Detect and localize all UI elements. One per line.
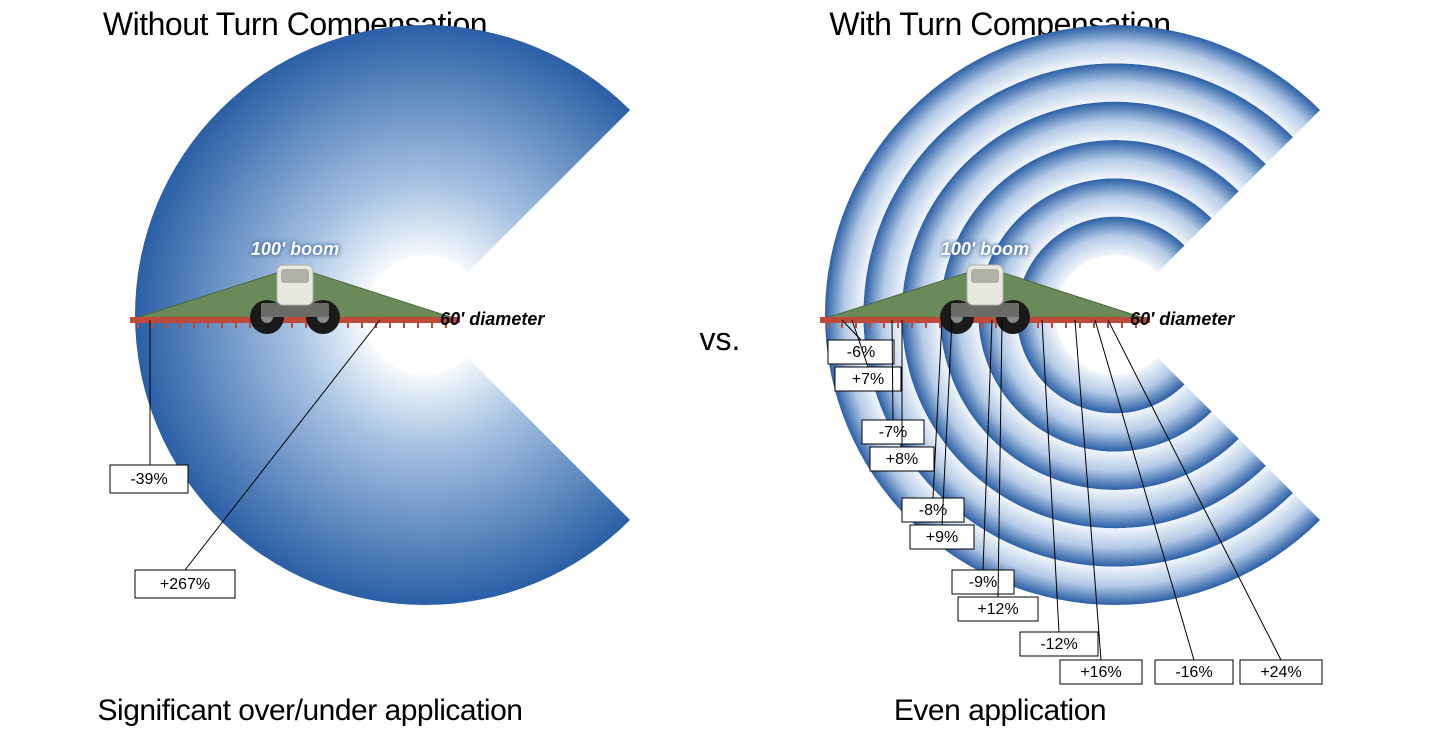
callout-label: +8%	[886, 451, 918, 468]
vs-label: vs.	[700, 321, 741, 357]
callout-label: -7%	[879, 424, 907, 441]
callout-label: +12%	[977, 601, 1018, 618]
right-subtitle: Even application	[894, 694, 1106, 727]
callout-label: -9%	[969, 574, 997, 591]
callout-label: +16%	[1080, 664, 1121, 681]
callout-label: -12%	[1040, 636, 1077, 653]
right-boom-label: 100' boom	[941, 239, 1029, 259]
callout-label: -16%	[1175, 664, 1212, 681]
left-subtitle: Significant over/under application	[98, 694, 523, 727]
left-diameter-label: 60' diameter	[440, 309, 545, 329]
callout-label: +9%	[926, 529, 958, 546]
right-diameter-label: 60' diameter	[1130, 309, 1235, 329]
left-arc: 100' boom 60' diameter	[130, 25, 630, 605]
callout-label: +267%	[160, 576, 210, 593]
callout-label: -39%	[130, 471, 167, 488]
left-boom-label: 100' boom	[251, 239, 339, 259]
callout-label: +24%	[1260, 664, 1301, 681]
callout-label: +7%	[852, 371, 884, 388]
